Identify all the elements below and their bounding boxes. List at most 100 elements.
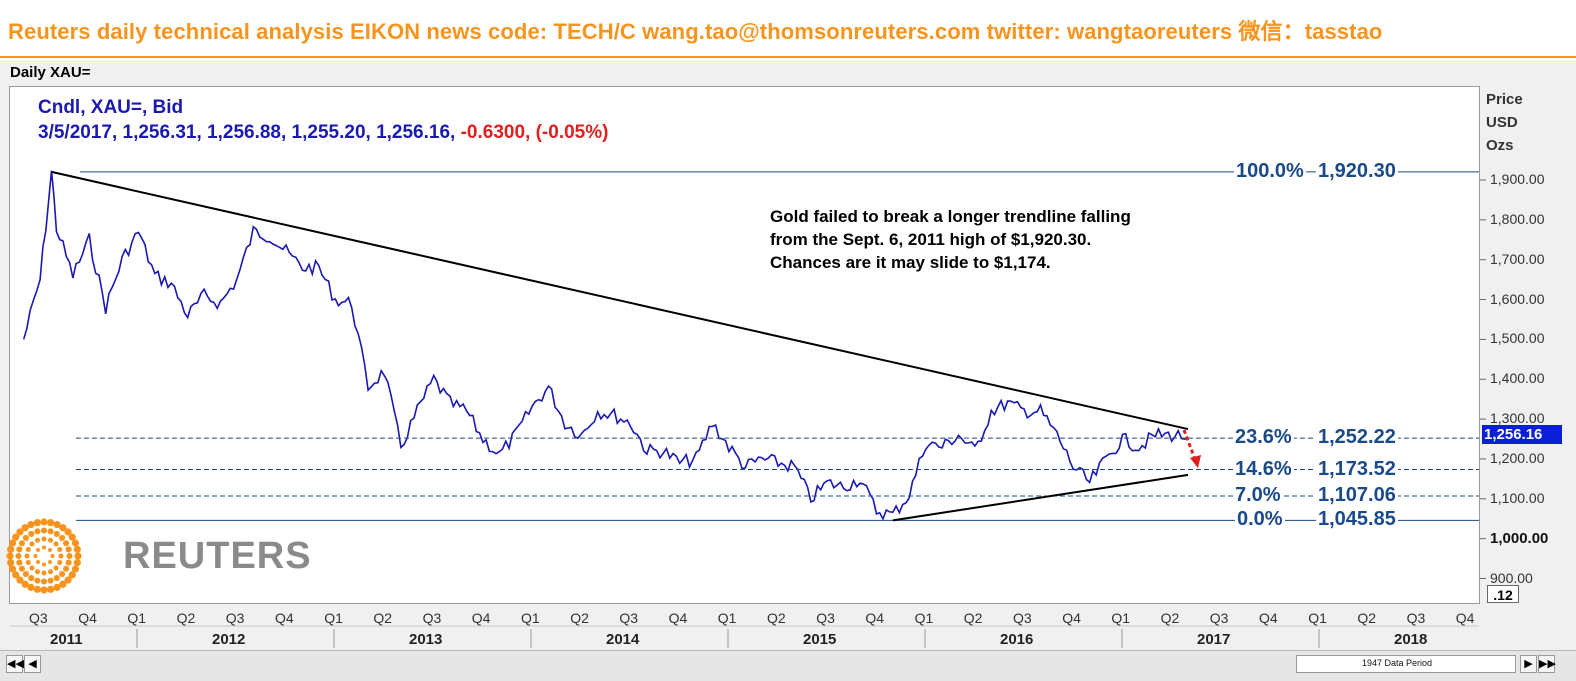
ohlc-info: 3/5/2017, 1,256.31, 1,256.88, 1,255.20, …: [38, 122, 608, 144]
x-quarter-label: Q1: [717, 610, 737, 626]
reuters-logo-dot: [22, 570, 30, 578]
x-quarter-label: Q3: [1209, 610, 1229, 626]
y-tick-label: 1,800.00: [1490, 210, 1545, 227]
reuters-logo-dot: [65, 546, 72, 553]
trendline: [51, 170, 1189, 431]
reuters-logo-dot: [12, 571, 20, 579]
reuters-logo-dot: [71, 565, 80, 573]
y-tick-label: 1,600.00: [1490, 290, 1545, 307]
x-quarter-label: Q4: [668, 610, 688, 626]
reuters-logo-dot: [47, 528, 54, 535]
reuters-logo-dot: [6, 552, 14, 560]
y-axis-title-line: Ozs: [1486, 137, 1514, 154]
reuters-logo-dot: [24, 553, 30, 559]
x-quarter-label: Q2: [176, 610, 196, 626]
reuters-logo-dot: [68, 533, 76, 541]
x-quarter-label: Q2: [373, 610, 393, 626]
reuters-logo-dot: [63, 565, 70, 572]
x-quarter-label: Q2: [767, 610, 786, 626]
reuters-logo-dot: [59, 580, 67, 588]
x-quarter-label: Q3: [816, 610, 835, 626]
price-series-line: [22, 170, 1189, 521]
reuters-logo-dot: [8, 565, 17, 573]
reuters-logo-dot: [18, 565, 25, 572]
reuters-logo-dot: [73, 545, 81, 553]
trendline: [892, 473, 1189, 522]
x-year-label: 2013: [409, 631, 443, 648]
reuters-logo-dot: [36, 560, 40, 564]
reuters-logo-dot: [33, 585, 41, 593]
x-quarter-label: Q4: [78, 610, 97, 626]
reuters-logo-dot: [73, 559, 81, 567]
ohlc-values: 3/5/2017, 1,256.31, 1,256.88, 1,255.20, …: [38, 122, 456, 143]
reuters-logo-dot: [58, 553, 64, 559]
header-banner: Reuters daily technical analysis EIKON n…: [0, 0, 1576, 58]
reuters-logo-dot: [53, 565, 59, 571]
reuters-logo-dot: [27, 520, 35, 529]
reuters-logo-dot: [33, 554, 38, 558]
reuters-logo-dot: [18, 540, 25, 547]
y-axis-title-line: Price: [1486, 91, 1523, 108]
x-quarter-label: Q2: [1357, 610, 1377, 626]
x-quarter-label: Q4: [1062, 610, 1081, 626]
reuters-logo-dot: [57, 546, 63, 552]
down-arrow-head: [1190, 455, 1201, 468]
x-quarter-label: Q3: [1013, 610, 1032, 626]
reuters-logo-dot: [48, 569, 54, 575]
reuters-logo-dot: [16, 546, 23, 553]
reuters-logo-dot: [47, 585, 55, 593]
x-quarter-label: Q1: [914, 610, 934, 626]
x-year-label: 2015: [803, 631, 837, 648]
chart-annotation: Gold failed to break a longer trendline …: [770, 205, 1230, 274]
panel-title: Daily XAU=: [10, 64, 91, 81]
reuters-logo-dot: [15, 552, 22, 560]
x-quarter-label: Q4: [1455, 610, 1475, 626]
x-year-label: 2012: [212, 631, 246, 648]
scroll-thumb[interactable]: [1296, 655, 1516, 673]
reuters-logo-dot: [34, 537, 40, 543]
reuters-logo-dot: [22, 534, 30, 542]
x-quarter-label: Q1: [521, 610, 540, 626]
x-quarter-label: Q2: [1160, 610, 1180, 626]
reuters-logo-dot: [71, 539, 80, 547]
reuters-logo-dot: [21, 580, 29, 588]
reuters-logo-dot: [40, 518, 48, 526]
x-year-label: 2014: [606, 631, 640, 648]
reuters-logo-dot: [16, 528, 24, 536]
fib-percent-label: 0.0%: [1235, 508, 1285, 532]
reuters-logo-dot: [16, 559, 23, 566]
fib-percent-label: 7.0%: [1233, 483, 1283, 507]
x-quarter-label: Q2: [570, 610, 589, 626]
x-year-label: 2017: [1197, 631, 1231, 648]
reuters-logo-dot: [58, 534, 66, 542]
reuters-logo-dot: [21, 524, 29, 532]
reuters-logo-dot: [7, 559, 15, 567]
fib-value-label: 1,045.85: [1316, 508, 1398, 532]
reuters-logo-dot: [50, 554, 55, 558]
reuters-logo-dot: [28, 530, 35, 537]
scroll-right-button[interactable]: ▶: [1520, 655, 1537, 673]
annotation-line: from the Sept. 6, 2011 high of $1,920.30…: [770, 230, 1092, 249]
scroll-first-button[interactable]: ◀◀: [6, 655, 24, 673]
x-quarter-label: Q1: [324, 610, 343, 626]
x-quarter-label: Q3: [619, 610, 639, 626]
down-arrow-line: [1182, 429, 1198, 463]
y-tick-label: 1,200.00: [1490, 449, 1545, 466]
y-tick-label: 1,700.00: [1490, 250, 1545, 267]
reuters-logo-dot: [7, 545, 15, 553]
scroll-last-button[interactable]: ▶▶: [1538, 655, 1556, 673]
reuters-logo-dot: [34, 577, 41, 584]
data-period-label: 1947 Data Period: [1362, 658, 1433, 668]
y-tick-label: 1,000.00: [1490, 529, 1549, 547]
scroll-left-button[interactable]: ◀: [24, 655, 41, 673]
x-quarter-label: Q4: [865, 610, 885, 626]
x-quarter-label: Q1: [1308, 610, 1327, 626]
reuters-logo-dot: [64, 528, 72, 536]
reuters-logo-dot: [40, 527, 48, 534]
decimal-selector[interactable]: .12: [1487, 585, 1519, 603]
reuters-logo-dot: [28, 575, 35, 582]
reuters-logo-dot: [47, 577, 54, 584]
reuters-logo-dot: [25, 546, 31, 552]
fib-value-label: 1,107.06: [1316, 483, 1398, 507]
